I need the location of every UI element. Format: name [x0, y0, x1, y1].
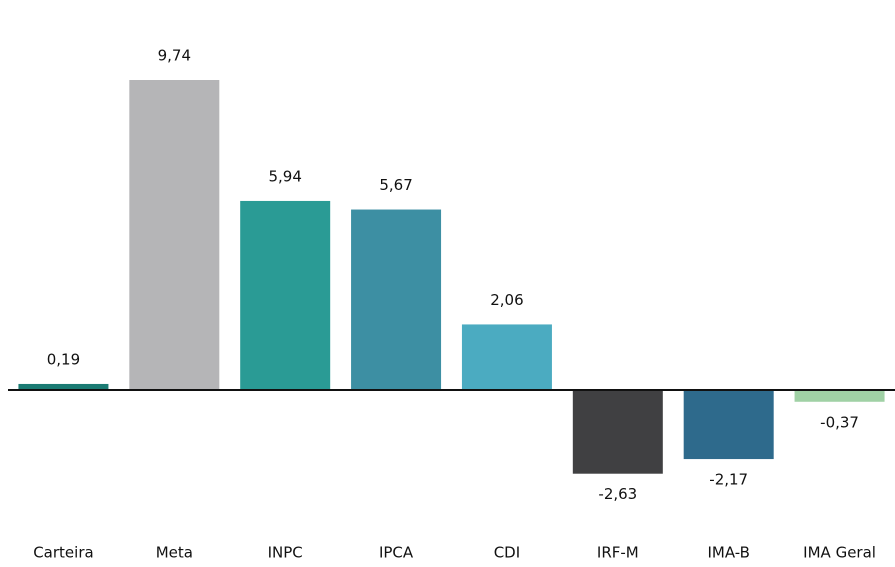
- x-tick-label: IRF-M: [597, 544, 639, 562]
- x-tick-label: CDI: [494, 544, 520, 562]
- value-label: 2,06: [490, 291, 523, 309]
- x-tick-label: Meta: [156, 544, 193, 562]
- x-tick-label: IPCA: [379, 544, 414, 562]
- value-label: -0,37: [820, 413, 859, 431]
- value-label: -2,63: [598, 485, 637, 503]
- bar: [572, 390, 663, 474]
- bar: [351, 209, 442, 390]
- x-tick-label: IMA-B: [707, 544, 749, 562]
- bar: [683, 390, 774, 460]
- value-label: 5,94: [268, 167, 301, 185]
- value-label: -2,17: [709, 471, 748, 489]
- bar: [129, 80, 220, 390]
- x-tick-label: INPC: [268, 544, 303, 562]
- bar: [794, 390, 885, 402]
- value-label: 0,19: [47, 350, 80, 368]
- value-label: 5,67: [379, 176, 412, 194]
- value-label: 9,74: [158, 47, 191, 65]
- bar: [461, 324, 552, 390]
- x-tick-label: IMA Geral: [803, 544, 876, 562]
- bar: [18, 383, 109, 390]
- x-tick-label: Carteira: [33, 544, 93, 562]
- bar: [240, 200, 331, 390]
